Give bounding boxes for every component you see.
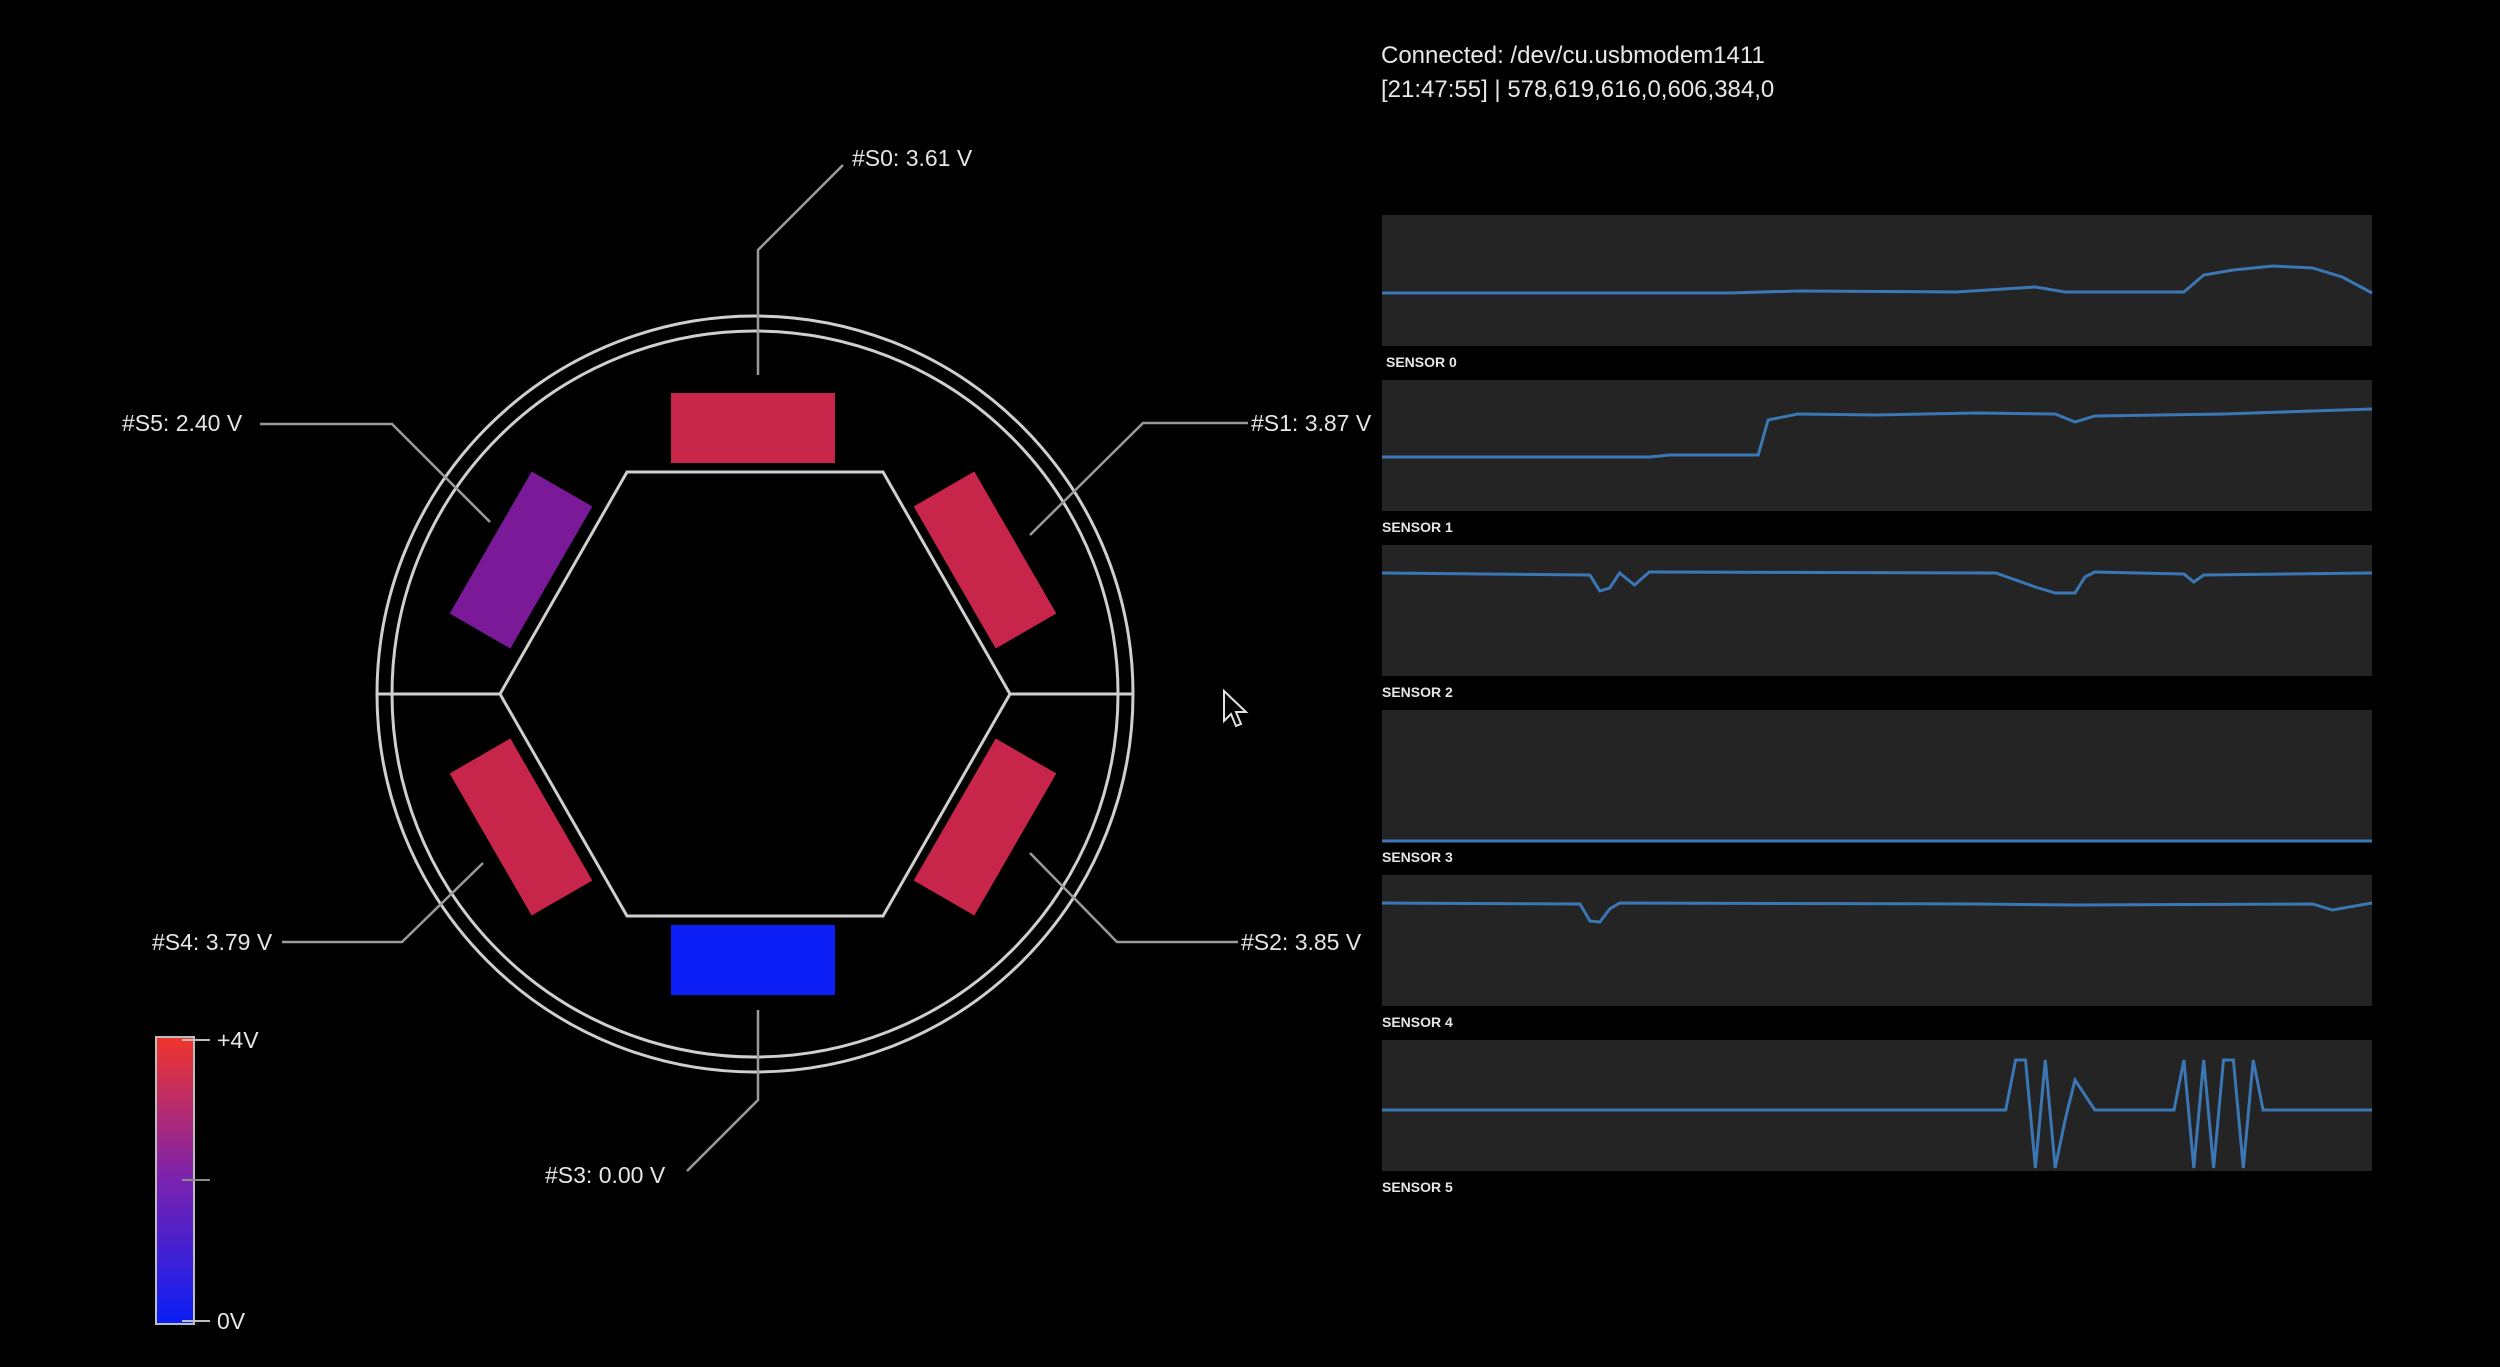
sensor-graph-4: SENSOR 4 [1381, 875, 2373, 1030]
graph-panel [1382, 380, 2372, 511]
voltage-legend: +4V 0V [155, 1027, 259, 1334]
leader-s5 [260, 422, 491, 523]
legend-max-label: +4V [217, 1027, 259, 1053]
sensor-label-s4: #S4: 3.79 V [152, 929, 273, 955]
sensor-pad-s0 [671, 393, 835, 463]
graph-title: SENSOR 5 [1382, 1179, 1453, 1195]
leader-s0 [756, 164, 844, 375]
legend-min-label: 0V [217, 1308, 246, 1334]
leader-s4 [282, 862, 484, 944]
sensor-pad-s3 [671, 925, 835, 995]
mouse-cursor-icon [1223, 688, 1249, 728]
sensor-pad-s1 [913, 471, 1057, 649]
graph-panel [1382, 545, 2372, 676]
sensor-trace-0 [1382, 264, 2373, 295]
sensor-label-s0: #S0: 3.61 V [852, 145, 973, 171]
sensor-pads [449, 393, 1057, 995]
leader-s2 [1029, 852, 1238, 944]
graph-panel [1382, 710, 2372, 841]
leader-s3 [686, 1010, 760, 1172]
sensor-label-s3: #S3: 0.00 V [545, 1162, 666, 1188]
sensor-graph-5: SENSOR 5 [1382, 1040, 2372, 1195]
sensor-graph-0: SENSOR 0 [1382, 215, 2373, 370]
graph-title: SENSOR 0 [1386, 354, 1457, 370]
leader-s1 [1029, 421, 1248, 536]
sensor-graphs: SENSOR 0 SENSOR 1 SENSOR 2 SENSOR 3 SENS… [1381, 215, 2373, 1195]
graph-panel [1382, 215, 2372, 346]
leader-lines [260, 164, 1248, 1172]
sensor-ring [375, 314, 1135, 1074]
serial-reading: [21:47:55] | 578,619,616,0,606,384,0 [1381, 76, 1775, 103]
sensor-graph-2: SENSOR 2 [1381, 545, 2373, 700]
graph-title: SENSOR 4 [1382, 1014, 1453, 1030]
sensor-pad-s5 [449, 471, 593, 649]
graph-title: SENSOR 1 [1382, 519, 1453, 535]
sensor-label-s5: #S5: 2.40 V [122, 410, 243, 436]
sensor-trace-5 [1382, 1058, 2372, 1169]
sensor-graph-1: SENSOR 1 [1382, 380, 2373, 535]
graph-panel [1382, 875, 2372, 1006]
sensor-label-s2: #S2: 3.85 V [1241, 929, 1362, 955]
connection-status: Connected: /dev/cu.usbmodem1411 [1381, 42, 1765, 69]
sensor-trace-1 [1382, 407, 2373, 459]
sensor-trace-2 [1381, 570, 2373, 595]
sensor-pad-s4 [449, 738, 593, 916]
sensor-label-s1: #S1: 3.87 V [1251, 410, 1372, 436]
sensor-pad-s2 [913, 738, 1057, 916]
graph-title: SENSOR 3 [1382, 849, 1453, 865]
graph-title: SENSOR 2 [1382, 684, 1453, 700]
sensor-trace-4 [1381, 901, 2373, 924]
sensor-graph-3: SENSOR 3 [1382, 710, 2372, 865]
